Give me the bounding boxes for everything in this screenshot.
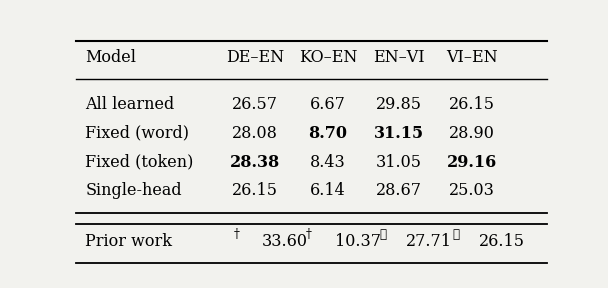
Text: 6.67: 6.67 bbox=[310, 96, 346, 113]
Text: ⊹: ⊹ bbox=[452, 228, 459, 241]
Text: 6.14: 6.14 bbox=[310, 182, 346, 199]
Text: 26.15: 26.15 bbox=[449, 96, 495, 113]
Text: 8.70: 8.70 bbox=[309, 125, 348, 142]
Text: 28.38: 28.38 bbox=[230, 154, 280, 170]
Text: All learned: All learned bbox=[85, 96, 174, 113]
Text: ⊹: ⊹ bbox=[379, 228, 386, 241]
Text: DE–EN: DE–EN bbox=[226, 49, 284, 66]
Text: Fixed (token): Fixed (token) bbox=[85, 154, 194, 170]
Text: 10.37: 10.37 bbox=[335, 233, 381, 250]
Text: 26.57: 26.57 bbox=[232, 96, 278, 113]
Text: Model: Model bbox=[85, 49, 136, 66]
Text: 28.90: 28.90 bbox=[449, 125, 495, 142]
Text: 33.60: 33.60 bbox=[262, 233, 308, 250]
Text: 25.03: 25.03 bbox=[449, 182, 495, 199]
Text: Prior work: Prior work bbox=[85, 233, 173, 250]
Text: Single-head: Single-head bbox=[85, 182, 182, 199]
Text: 31.05: 31.05 bbox=[376, 154, 422, 170]
Text: 8.43: 8.43 bbox=[310, 154, 346, 170]
Text: Fixed (word): Fixed (word) bbox=[85, 125, 190, 142]
Text: †: † bbox=[234, 228, 240, 241]
Text: KO–EN: KO–EN bbox=[299, 49, 358, 66]
Text: †: † bbox=[305, 228, 311, 241]
Text: 26.15: 26.15 bbox=[232, 182, 278, 199]
Text: EN–VI: EN–VI bbox=[373, 49, 424, 66]
Text: 29.85: 29.85 bbox=[376, 96, 422, 113]
Text: 26.15: 26.15 bbox=[479, 233, 525, 250]
Text: 29.16: 29.16 bbox=[447, 154, 497, 170]
Text: VI–EN: VI–EN bbox=[446, 49, 497, 66]
Text: 31.15: 31.15 bbox=[374, 125, 424, 142]
Text: 27.71: 27.71 bbox=[406, 233, 452, 250]
Text: 28.67: 28.67 bbox=[376, 182, 422, 199]
Text: 28.08: 28.08 bbox=[232, 125, 278, 142]
